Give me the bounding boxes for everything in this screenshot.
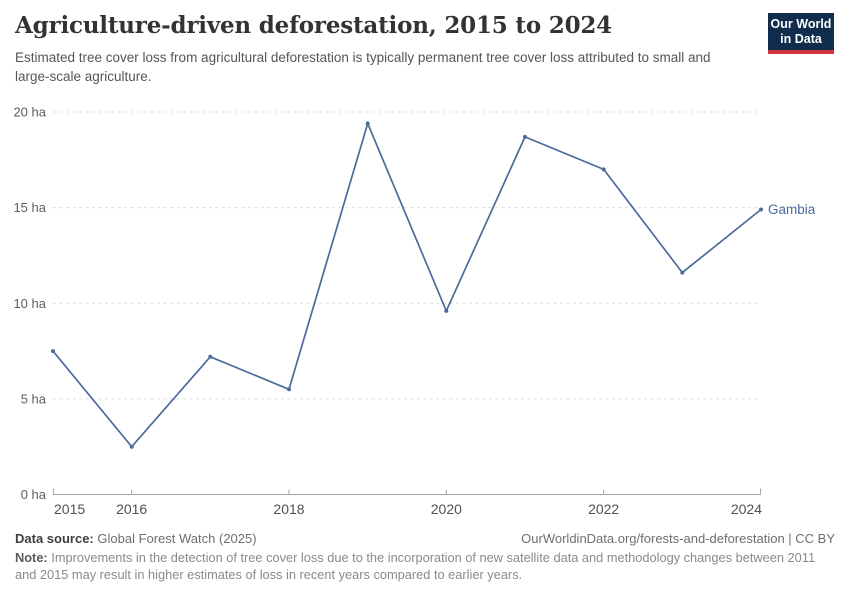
owid-logo-line2: in Data xyxy=(780,31,822,46)
chart-header: Agriculture-driven deforestation, 2015 t… xyxy=(15,12,755,86)
data-point xyxy=(208,354,213,359)
data-point xyxy=(444,308,449,313)
data-point xyxy=(759,207,763,212)
line-chart: 0 ha 5 ha 10 ha 15 ha 20 ha 2015 2016 2018 2020 2… xyxy=(13,105,816,518)
x-axis-label: 2022 xyxy=(588,501,619,517)
y-axis-label: 0 ha xyxy=(21,487,47,502)
note-text: Improvements in the detection of tree co… xyxy=(15,550,816,582)
chart-footer: Data source: Global Forest Watch (2025) … xyxy=(15,531,835,583)
data-point xyxy=(523,134,527,139)
data-point xyxy=(287,387,291,392)
x-axis-label: 2018 xyxy=(273,501,304,517)
data-source: Data source: Global Forest Watch (2025) xyxy=(15,531,257,546)
chart-note: Note: Improvements in the detection of t… xyxy=(15,550,835,583)
series-line-gambia xyxy=(52,122,762,448)
data-point xyxy=(601,167,606,172)
x-axis-label: 2024 xyxy=(731,501,762,517)
x-axis-label: 2015 xyxy=(54,501,85,517)
x-axis-label: 2020 xyxy=(431,501,462,517)
chart-subtitle: Estimated tree cover loss from agricultu… xyxy=(15,50,711,85)
data-source-label: Data source: xyxy=(15,531,94,546)
attribution: OurWorldinData.org/forests-and-deforesta… xyxy=(521,531,835,546)
data-point xyxy=(365,121,370,126)
y-axis-label: 5 ha xyxy=(21,391,47,406)
x-axis-label: 2016 xyxy=(116,501,147,517)
note-label: Note: xyxy=(15,550,48,565)
series-label-gambia: Gambia xyxy=(768,202,816,217)
y-axis-label: 20 ha xyxy=(13,105,46,120)
owid-logo-line1: Our World xyxy=(770,17,832,31)
data-source-value: Global Forest Watch (2025) xyxy=(97,531,257,546)
y-axis-label: 10 ha xyxy=(13,296,46,311)
owid-logo: Our World in Data xyxy=(768,13,834,54)
source-row: Data source: Global Forest Watch (2025) … xyxy=(15,531,835,546)
data-point xyxy=(129,444,134,449)
page-title: Agriculture-driven deforestation, 2015 t… xyxy=(15,12,612,39)
data-point xyxy=(51,349,55,354)
y-axis-label: 15 ha xyxy=(13,200,46,215)
data-point xyxy=(680,270,685,275)
